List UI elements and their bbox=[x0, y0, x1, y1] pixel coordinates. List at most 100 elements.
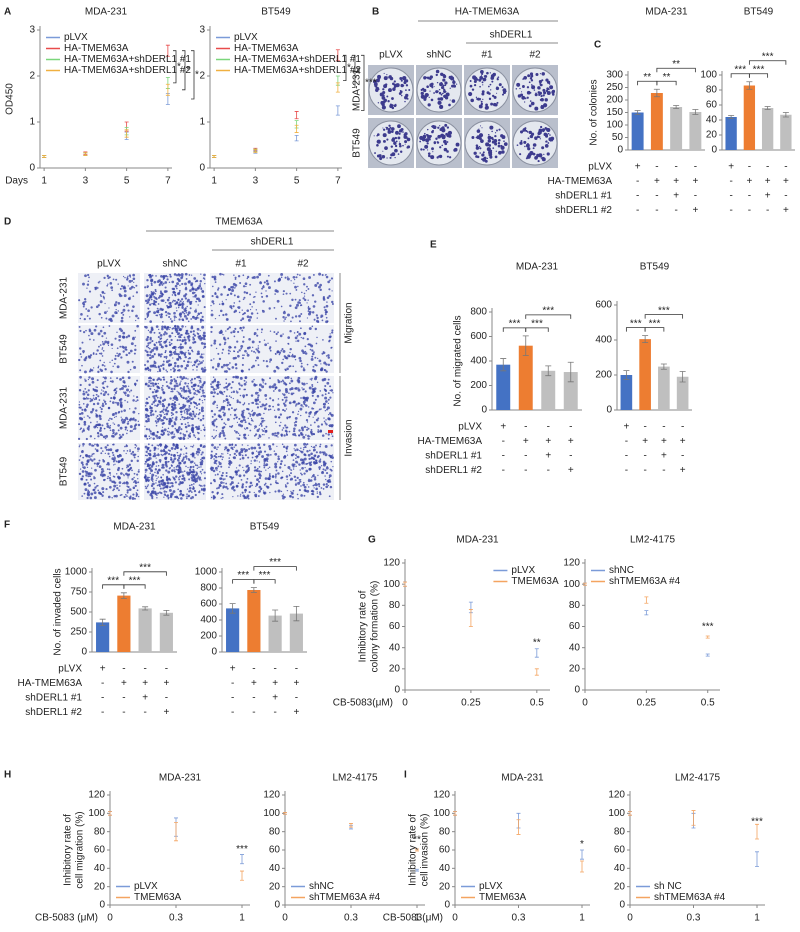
cell-dot bbox=[221, 273, 224, 276]
cell-dot bbox=[156, 415, 159, 418]
colony-dot bbox=[393, 141, 396, 143]
cell-dot bbox=[128, 391, 131, 393]
cell-dot bbox=[245, 381, 248, 383]
cell-dot bbox=[219, 309, 223, 313]
cell-dot bbox=[179, 492, 183, 495]
cell-dot bbox=[82, 445, 84, 447]
colony-dot bbox=[503, 140, 505, 143]
colony-dot bbox=[442, 74, 447, 79]
cell-dot bbox=[160, 419, 163, 422]
treatment-mark: + bbox=[783, 205, 789, 216]
cell-dot bbox=[202, 296, 204, 298]
colony-dot bbox=[530, 84, 533, 86]
cell-dot bbox=[101, 404, 105, 408]
treatment-mark: + bbox=[251, 678, 257, 689]
photo bbox=[210, 273, 272, 323]
cell-dot bbox=[295, 340, 297, 342]
treatment-mark: - bbox=[295, 664, 298, 675]
legend-label: TMEM63A bbox=[134, 892, 182, 903]
cell-dot bbox=[173, 469, 176, 471]
cell-dot bbox=[222, 393, 224, 396]
cell-dot bbox=[295, 482, 297, 484]
cell-dot bbox=[108, 471, 112, 475]
cell-dot bbox=[242, 466, 244, 469]
cell-dot bbox=[189, 397, 193, 401]
cell-dot bbox=[150, 476, 154, 479]
cell-dot bbox=[166, 338, 169, 340]
cell-dot bbox=[90, 332, 94, 336]
cell-dot bbox=[180, 380, 182, 382]
cell-dot bbox=[285, 433, 288, 436]
colony-dot bbox=[529, 134, 534, 139]
colony-dot bbox=[523, 75, 528, 80]
y-tick-label: 50 bbox=[612, 132, 624, 143]
cell-dot bbox=[280, 380, 283, 383]
cell-dot bbox=[221, 496, 224, 499]
cell-dot bbox=[83, 492, 86, 495]
cell-dot bbox=[164, 463, 168, 466]
cell-dot bbox=[154, 354, 156, 356]
cell-dot bbox=[314, 327, 318, 331]
cell-dot bbox=[294, 479, 297, 482]
cell-dot bbox=[277, 489, 281, 493]
cell-dot bbox=[226, 388, 229, 391]
cell-dot bbox=[330, 359, 333, 362]
y-tick-label: 120 bbox=[88, 790, 105, 801]
cell-dot bbox=[325, 370, 328, 373]
cell-dot bbox=[252, 296, 255, 298]
cell-dot bbox=[193, 462, 196, 464]
cell-dot bbox=[159, 343, 162, 346]
cell-dot bbox=[217, 446, 219, 448]
cell-dot bbox=[94, 443, 96, 446]
cell-dot bbox=[166, 430, 169, 433]
colony-dot bbox=[532, 132, 534, 134]
cell-dot bbox=[245, 485, 248, 488]
colony-dot bbox=[470, 98, 474, 103]
cell-dot bbox=[176, 464, 179, 467]
cell-dot bbox=[317, 430, 320, 434]
cell-dot bbox=[152, 437, 155, 441]
cell-dot bbox=[291, 353, 294, 356]
group-label: Invasion bbox=[344, 419, 355, 456]
cell-dot bbox=[310, 490, 313, 493]
colony-dot bbox=[540, 83, 543, 87]
cell-dot bbox=[104, 402, 107, 405]
cell-dot bbox=[81, 449, 84, 452]
cell-dot bbox=[200, 460, 204, 463]
cell-dot bbox=[98, 423, 102, 427]
cell-dot bbox=[307, 288, 310, 290]
cell-dot bbox=[111, 359, 114, 362]
cell-dot bbox=[109, 485, 112, 489]
legend-label: HA-TMEM63A+shDERL1 #1 bbox=[64, 54, 191, 65]
y-tick-label: 0 bbox=[617, 145, 623, 156]
cell-dot bbox=[180, 470, 183, 473]
cell-dot bbox=[278, 353, 281, 356]
cell-dot bbox=[175, 475, 178, 478]
cell-dot bbox=[84, 300, 87, 303]
cell-dot bbox=[80, 313, 83, 316]
colony-dot bbox=[544, 144, 549, 148]
cell-dot bbox=[103, 400, 107, 403]
cell-dot bbox=[262, 490, 265, 492]
cell-dot bbox=[191, 386, 194, 388]
cell-dot bbox=[302, 277, 306, 281]
cell-dot bbox=[224, 313, 228, 316]
cell-dot bbox=[240, 478, 243, 481]
cell-dot bbox=[305, 411, 308, 414]
cell-dot bbox=[184, 309, 188, 312]
cell-dot bbox=[87, 425, 91, 428]
cell-dot bbox=[183, 445, 186, 447]
cell-dot bbox=[268, 475, 272, 478]
panel-label: G bbox=[368, 535, 376, 546]
cell-dot bbox=[302, 435, 306, 439]
cell-dot bbox=[192, 444, 195, 446]
colony-dot bbox=[550, 136, 555, 141]
cell-dot bbox=[241, 317, 245, 320]
cell-dot bbox=[87, 389, 90, 392]
cell-dot bbox=[78, 401, 81, 403]
cell-dot bbox=[101, 335, 104, 338]
cell-dot bbox=[154, 410, 157, 413]
cell-dot bbox=[159, 461, 162, 463]
cell-dot bbox=[256, 406, 260, 409]
cell-dot bbox=[265, 485, 268, 488]
